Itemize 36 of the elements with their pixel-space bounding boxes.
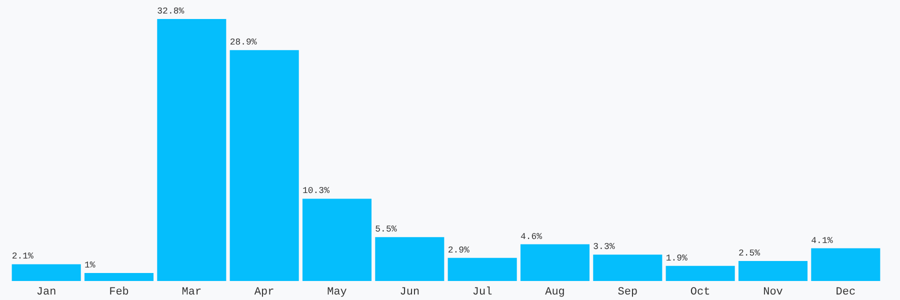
- x-tick-label: Mar: [182, 286, 202, 298]
- bar: [12, 264, 81, 281]
- x-tick-label: Nov: [763, 286, 784, 298]
- x-tick-label: Oct: [690, 286, 710, 298]
- data-label: 32.8%: [157, 6, 185, 16]
- x-tick-label: Apr: [254, 286, 274, 298]
- data-label: 2.5%: [738, 248, 761, 259]
- bar: [302, 198, 372, 281]
- x-tick-label: Dec: [836, 286, 856, 298]
- x-tick-label: Jul: [472, 286, 492, 298]
- bar: [811, 248, 880, 281]
- bar: [593, 254, 662, 281]
- bar: [84, 273, 154, 281]
- x-tick-label: May: [327, 286, 348, 298]
- x-tick-label: Jan: [36, 286, 56, 298]
- data-label: 1%: [84, 260, 96, 271]
- bar: [448, 258, 517, 281]
- bar: [230, 50, 299, 281]
- x-tick-label: Jun: [400, 286, 420, 298]
- bar: [520, 244, 590, 281]
- x-tick-label: Aug: [545, 286, 565, 298]
- data-label: 28.9%: [230, 38, 258, 48]
- data-label: 4.6%: [520, 232, 543, 242]
- bar: [666, 266, 735, 281]
- data-label: 3.3%: [593, 242, 616, 252]
- bar: [738, 261, 808, 281]
- data-label: 2.1%: [12, 252, 34, 262]
- x-tick-label: Feb: [109, 286, 129, 298]
- data-label: 4.1%: [811, 236, 834, 246]
- bar: [157, 19, 226, 281]
- x-tick-label: Sep: [618, 286, 638, 298]
- data-label: 5.5%: [375, 224, 398, 235]
- bar: [375, 237, 444, 281]
- data-label: 1.9%: [666, 253, 688, 264]
- data-label: 2.9%: [448, 245, 470, 256]
- data-label: 10.3%: [302, 186, 330, 196]
